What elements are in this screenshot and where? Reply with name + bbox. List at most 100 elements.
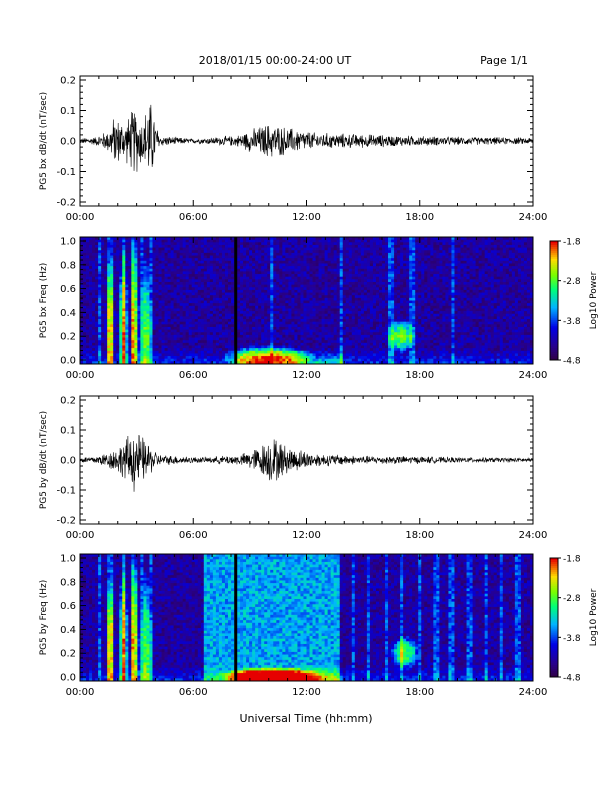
spectrogram-cell <box>149 348 153 352</box>
spectrogram-cell <box>348 260 353 264</box>
spectrogram-cell <box>161 295 165 299</box>
spectrogram-cell <box>279 332 283 336</box>
spectrogram-cell <box>137 274 141 278</box>
spectrogram-cell <box>173 313 178 317</box>
spectrogram-cell <box>185 316 190 320</box>
spectrogram-cell <box>294 242 298 246</box>
spectrogram-cell <box>330 353 335 357</box>
spectrogram-cell <box>243 348 247 352</box>
spectrogram-cell <box>176 284 181 288</box>
spectrogram-cell <box>258 329 262 333</box>
spectrogram-cell <box>152 334 156 338</box>
spectrogram-cell <box>342 292 347 296</box>
spectrogram-cell <box>357 266 362 270</box>
spectrogram-cell <box>279 297 283 301</box>
spectrogram-cell <box>167 287 171 291</box>
spectrogram-cell <box>231 268 235 272</box>
spectrogram-cell <box>375 303 380 307</box>
spectrogram-cell <box>306 274 310 278</box>
spectrogram-cell <box>264 281 268 286</box>
spectrogram-cell <box>300 237 304 241</box>
spectrogram-cell <box>333 337 338 341</box>
spectrogram-cell <box>351 326 356 331</box>
spectrogram-cell <box>224 244 229 248</box>
spectrogram-cell <box>218 316 223 320</box>
spectrogram-cell <box>300 319 304 323</box>
spectrogram-cell <box>182 305 187 309</box>
spectrogram-cell <box>273 311 277 315</box>
spectrogram-cell <box>203 239 208 243</box>
spectrogram-cell <box>188 297 193 301</box>
spectrogram-cell <box>315 316 319 320</box>
x-tick-label: 18:00 <box>405 212 434 223</box>
spectrogram-cell <box>357 287 362 291</box>
spectrogram-cell <box>158 300 162 304</box>
spectrogram-cell <box>306 255 310 259</box>
spectrogram-cell <box>119 356 123 360</box>
spectrogram-cell <box>224 258 229 262</box>
spectrogram-cell <box>152 297 156 301</box>
spectrogram-cell <box>240 342 244 346</box>
spectrogram-cell <box>113 247 117 251</box>
spectrogram-cell <box>125 358 129 362</box>
spectrogram-cell <box>203 316 208 320</box>
spectrogram-cell <box>363 297 368 301</box>
spectrogram-cell <box>212 260 217 264</box>
spectrogram-cell <box>279 321 283 325</box>
spectrogram-cell <box>258 268 262 272</box>
spectrogram-cell <box>86 281 90 286</box>
spectrogram-cell <box>104 260 108 264</box>
spectrogram-cell <box>92 326 96 331</box>
spectrogram-cell <box>140 342 144 346</box>
spectrogram-cell <box>279 276 283 280</box>
spectrogram-cell <box>113 274 117 278</box>
spectrogram-cell <box>327 350 332 354</box>
spectrogram-cell <box>209 255 214 259</box>
spectrogram-cell <box>243 276 247 280</box>
spectrogram-cell <box>237 313 241 317</box>
spectrogram-cell <box>285 279 289 283</box>
spectrogram-cell <box>128 316 132 320</box>
spectrogram-cell <box>137 244 141 248</box>
spectrogram-cell <box>240 329 244 333</box>
spectrogram-cell <box>261 303 265 307</box>
spectrogram-cell <box>125 258 129 262</box>
spectrogram-cell <box>348 350 353 354</box>
spectrogram-cell <box>270 329 274 333</box>
spectrogram-cell <box>276 300 280 304</box>
spectrogram-cell <box>197 300 202 304</box>
spectrogram-cell <box>92 260 96 264</box>
spectrogram-cell <box>366 332 371 336</box>
spectrogram-cell <box>267 297 271 301</box>
spectrogram-cell <box>167 342 171 346</box>
spectrogram-cell <box>116 342 120 346</box>
spectrogram-cell <box>107 316 111 320</box>
spectrogram-cell <box>318 345 322 349</box>
spectrogram-cell <box>360 250 365 254</box>
spectrogram-cell <box>306 329 310 333</box>
spectrogram-cell <box>330 345 335 349</box>
spectrogram-cell <box>212 316 217 320</box>
spectrogram-cell <box>315 321 319 325</box>
spectrogram-cell <box>382 305 386 309</box>
spectrogram-cell <box>306 342 310 346</box>
spectrogram-cell <box>288 263 292 267</box>
spectrogram-cell <box>249 358 253 362</box>
spectrogram-cell <box>369 316 374 320</box>
spectrogram-cell <box>95 356 99 360</box>
spectrogram-cell <box>327 295 332 299</box>
spectrogram-cell <box>101 324 105 328</box>
spectrogram-cell <box>128 266 132 270</box>
spectrogram-cell <box>89 263 93 267</box>
spectrogram-cell <box>348 295 353 299</box>
spectrogram-cell <box>243 237 247 241</box>
spectrogram-cell <box>312 292 316 296</box>
spectrogram-cell <box>197 242 202 246</box>
spectrogram-cell <box>164 244 168 248</box>
spectrogram-cell <box>315 260 319 264</box>
spectrogram-cell <box>300 334 304 338</box>
spectrogram-cell <box>131 263 135 267</box>
spectrogram-cell <box>306 244 310 248</box>
spectrogram-cell <box>149 305 153 309</box>
spectrogram-cell <box>276 329 280 333</box>
